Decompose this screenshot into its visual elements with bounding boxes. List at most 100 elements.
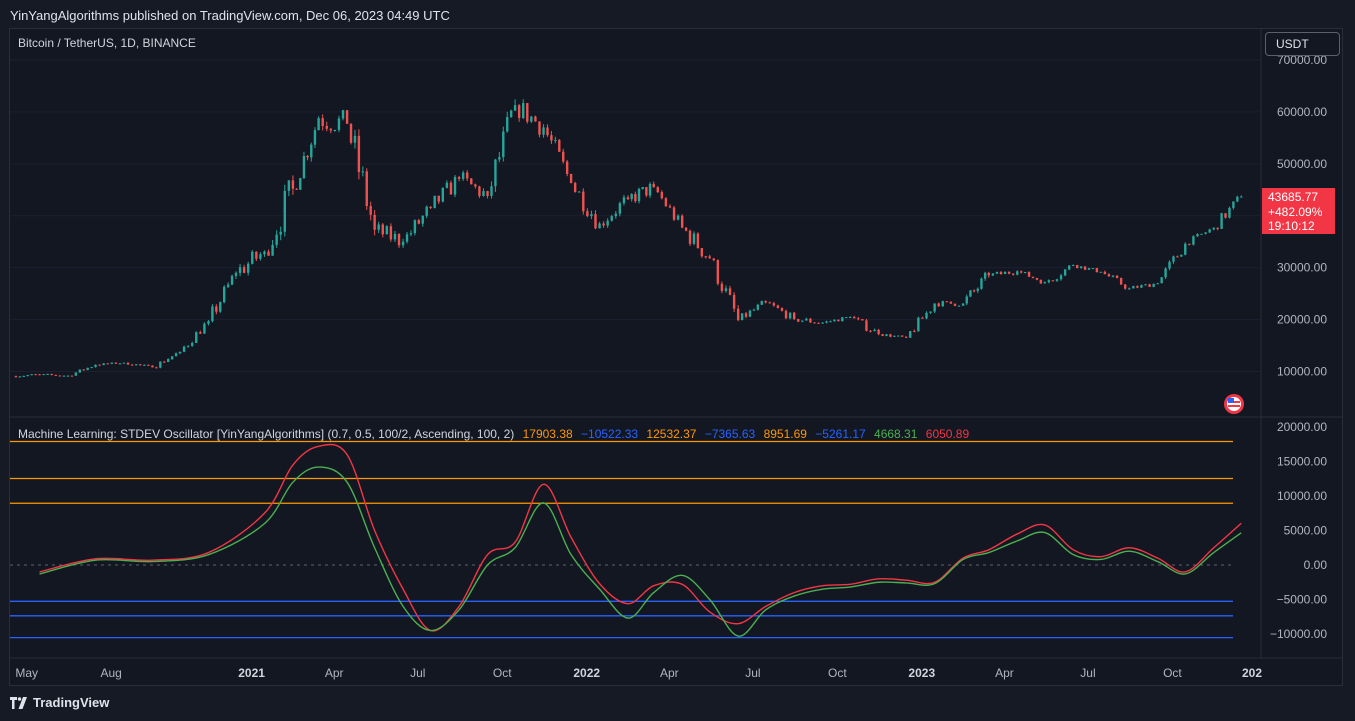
candle-body [980,278,983,289]
candle-body [94,364,97,368]
candle-body [744,313,748,317]
candle-body [1059,275,1063,280]
candle-body [656,187,659,193]
candle-body [841,317,844,322]
candle-body [118,363,122,365]
candle-body [833,319,836,322]
candle-body [381,224,384,235]
candle-body [780,308,784,311]
candle-body [764,301,767,303]
candle-body [1128,288,1131,290]
osc-value: 17903.38 [522,427,573,441]
candle-body [1051,280,1055,282]
candle-body [22,375,26,377]
candle-body [1115,275,1119,279]
candle-body [170,356,174,360]
candle-body [405,234,409,242]
candle-body [62,375,66,377]
flag-icon[interactable] [1224,394,1244,414]
osc-axis-label: −10000.00 [1270,627,1327,641]
candle-body [813,322,816,324]
candle-body [429,206,432,208]
candle-body [482,191,485,196]
candle-body [976,288,979,291]
candle-body [1160,277,1163,284]
candle-body [54,374,58,376]
candle-body [271,244,274,256]
candle-body [389,226,393,240]
candle-body [904,336,908,338]
candle-body [178,351,182,354]
candle-body [1172,256,1175,262]
oscillator-legend[interactable]: Machine Learning: STDEV Oscillator [YinY… [18,427,974,441]
brand-name: TradingView [33,695,110,710]
footer-brand[interactable]: TradingView [10,695,109,710]
candle-body [768,302,771,304]
candle-body [554,139,557,141]
candle-body [122,362,126,364]
candle-body [306,155,309,158]
price-axis-label: 20000.00 [1277,313,1327,327]
candle-body [809,318,812,323]
candle-body [995,271,999,274]
tradingview-logo-icon [10,696,27,709]
candle-body [921,317,924,319]
candle-body [853,316,856,319]
symbol-title[interactable]: Bitcoin / TetherUS, 1D, BINANCE [18,36,196,50]
candle-body [889,334,892,337]
candle-body [106,363,109,365]
candle-body [349,123,353,143]
candle-body [34,374,37,376]
candle-body [267,251,270,256]
candle-body [724,288,728,291]
candle-body [1216,227,1219,229]
candle-body [602,223,605,226]
candle-body [1228,207,1231,218]
candle-body [740,313,744,321]
candle-body [186,345,190,347]
candle-body [716,260,720,284]
candle-body [1007,271,1011,274]
candle-body [821,322,824,324]
osc-axis-label: 10000.00 [1277,489,1327,503]
candle-body [317,118,320,131]
candle-body [1220,213,1223,229]
candle-body [917,317,920,332]
candle-body [1111,275,1115,277]
candle-body [641,187,644,189]
candle-body [58,375,62,377]
candle-body [1099,271,1103,273]
candle-body [692,233,696,244]
candle-body [700,248,704,257]
candle-body [486,191,489,197]
candle-body [760,301,763,305]
candle-body [30,374,33,376]
candle-body [226,284,230,287]
price-axis-label: 30000.00 [1277,261,1327,275]
candle-body [143,364,146,366]
currency-button[interactable]: USDT [1265,32,1340,56]
candle-body [325,125,328,129]
candle-body [1164,268,1167,278]
candle-body [283,190,286,232]
candle-body [848,316,852,318]
time-axis-label: 202 [1242,666,1262,680]
osc-value: −10522.33 [581,427,639,441]
candle-body [361,171,365,173]
time-axis-label: Oct [828,666,847,680]
candle-body [1188,243,1191,245]
candle-body [664,198,668,207]
candle-body [704,256,707,258]
candle-body [333,129,337,131]
candle-body [478,186,481,196]
last-price: 43685.77 [1268,190,1319,204]
candle-body [845,317,848,319]
candle-body [913,331,916,333]
candle-body [86,367,89,370]
candle-body [513,105,517,111]
candle-body [98,364,101,366]
candle-body [630,194,633,200]
candle-body [230,275,234,285]
candle-body [618,203,622,214]
